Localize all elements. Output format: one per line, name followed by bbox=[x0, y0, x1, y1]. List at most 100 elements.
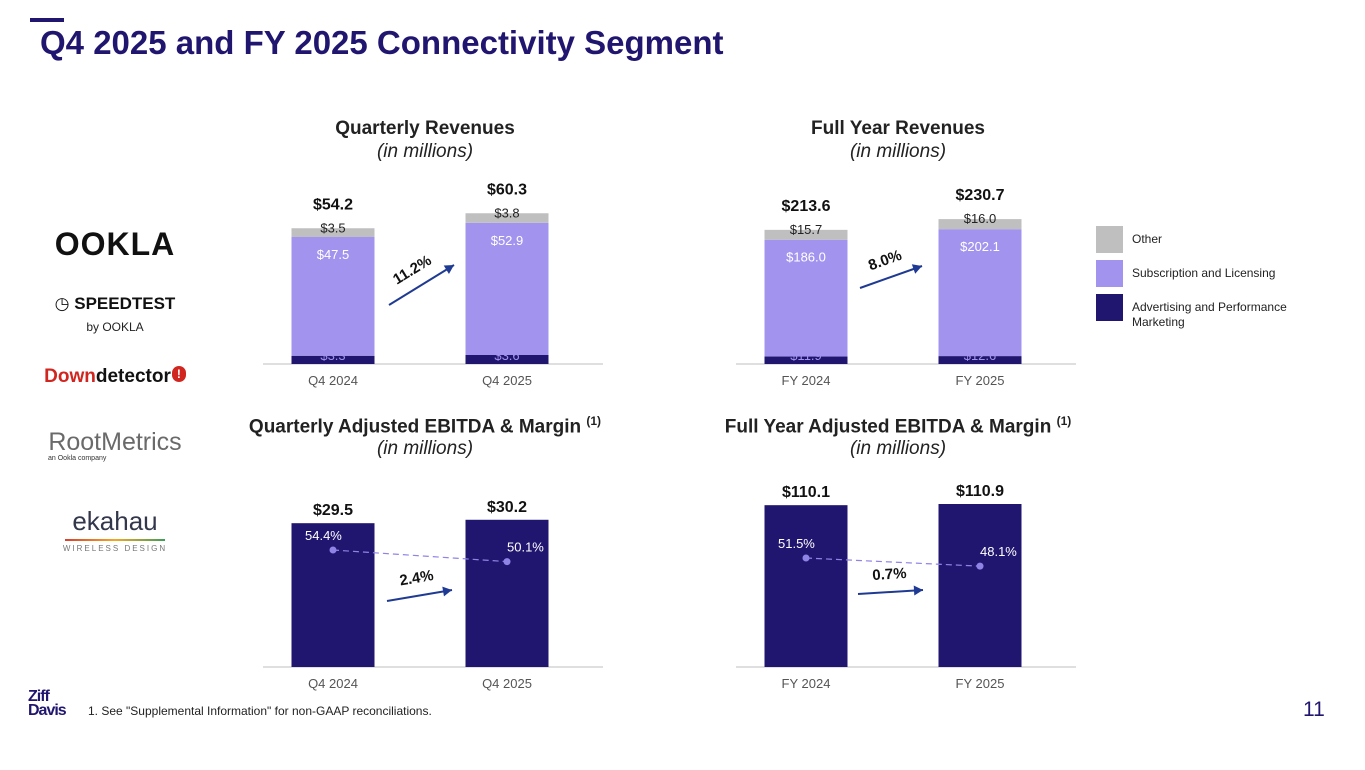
bar-segment-label: $16.0 bbox=[964, 211, 997, 226]
chart-subtitle: (in millions) bbox=[376, 141, 474, 162]
x-tick-label: Q4 2025 bbox=[482, 373, 532, 388]
margin-label: 51.5% bbox=[778, 536, 815, 551]
x-tick-label: FY 2024 bbox=[782, 676, 831, 691]
bar-value-label: $110.9 bbox=[956, 483, 1004, 500]
bar-segment bbox=[291, 237, 375, 356]
growth-arrow-head-icon bbox=[442, 586, 452, 597]
ebitda-bar bbox=[291, 523, 375, 667]
bar-value-label: $30.2 bbox=[487, 499, 527, 516]
legend-swatch bbox=[1096, 260, 1123, 287]
bar-total-label: $54.2 bbox=[313, 196, 353, 213]
ziff-davis-logo-line1: Ziff bbox=[28, 688, 50, 705]
full-year-ebitda-plot: $110.1 FY 2024 $110.9 FY 2025 51.5% 48.1% 0.7% bbox=[736, 483, 1076, 691]
legend-swatch bbox=[1096, 226, 1123, 253]
full-year-ebitda-chart: Full Year Adjusted EBITDA & Margin (1) (… bbox=[718, 412, 1078, 694]
full-year-revenues-plot: $11.9$186.0$15.7$213.6FY 2024$12.6$202.1… bbox=[736, 187, 1076, 388]
speedtest-logo-text: SPEEDTEST bbox=[74, 294, 176, 313]
chart-subtitle: (in millions) bbox=[849, 141, 947, 162]
ziff-davis-logo-line2: Davis bbox=[28, 702, 67, 719]
bar-segment bbox=[465, 222, 549, 355]
speedtest-logo: ◷ SPEEDTEST by OOKLA bbox=[30, 294, 200, 334]
margin-line bbox=[332, 549, 508, 563]
legend-label: Advertising and Performance Marketing bbox=[1132, 300, 1287, 329]
bar-segment bbox=[764, 239, 848, 357]
chart-title: Quarterly Adjusted EBITDA & Margin bbox=[248, 416, 582, 438]
legend-swatch bbox=[1096, 294, 1123, 321]
ekahau-logo-line bbox=[65, 539, 165, 541]
chart-title: Quarterly Revenues bbox=[335, 118, 515, 139]
growth-label: 0.7% bbox=[872, 565, 907, 584]
bar-segment bbox=[291, 228, 375, 237]
margin-label: 50.1% bbox=[507, 540, 544, 555]
downdetector-logo-text-a: Down bbox=[44, 366, 96, 387]
growth-arrow-head-icon bbox=[911, 264, 922, 274]
page-title: Q4 2025 and FY 2025 Connectivity Segment bbox=[40, 24, 724, 61]
growth-arrow-line bbox=[857, 589, 924, 595]
bar-segment-label: $202.1 bbox=[960, 239, 1000, 254]
downdetector-logo-text-b: detector bbox=[95, 366, 171, 387]
chart-title-wrap: Quarterly Adjusted EBITDA & Margin (1) bbox=[245, 414, 605, 438]
margin-point bbox=[976, 562, 984, 570]
ookla-logo: OOKLA bbox=[30, 226, 200, 263]
bar-segment bbox=[938, 356, 1022, 364]
bar-segment bbox=[938, 229, 1022, 357]
margin-label: 48.1% bbox=[980, 544, 1017, 559]
bar-segment bbox=[764, 229, 848, 240]
x-tick-label: Q4 2025 bbox=[482, 676, 532, 691]
footnote: 1. See "Supplemental Information" for no… bbox=[88, 704, 432, 718]
margin-label: 54.4% bbox=[305, 528, 342, 543]
bar-segment-label: $15.7 bbox=[790, 222, 823, 237]
downdetector-logo: Downdetector! bbox=[30, 366, 200, 388]
alert-icon: ! bbox=[171, 366, 186, 382]
quarterly-ebitda-plot: $29.5 Q4 2024 $30.2 Q4 2025 54.4% 50.1% 2.4% bbox=[263, 499, 603, 691]
title-accent-bar bbox=[30, 18, 64, 22]
x-tick-label: Q4 2024 bbox=[308, 373, 358, 388]
ekahau-logo: ekahau WIRELESS DESIGN bbox=[30, 506, 200, 553]
gauge-icon: ◷ bbox=[54, 294, 70, 313]
ebitda-bar bbox=[465, 519, 549, 667]
bar-segment bbox=[938, 219, 1022, 230]
bar-total-label: $60.3 bbox=[487, 181, 527, 198]
quarterly-revenues-chart: Quarterly Revenues (in millions) $3.3$47… bbox=[245, 114, 605, 394]
chart-title-wrap: Full Year Adjusted EBITDA & Margin (1) bbox=[718, 414, 1078, 438]
bar-segment-label: $52.9 bbox=[491, 233, 524, 248]
rootmetrics-logo-sub: an Ookla company bbox=[48, 455, 107, 462]
chart-title: Full Year Revenues bbox=[811, 118, 985, 139]
ookla-logo-text: OOKLA bbox=[54, 226, 176, 262]
margin-point bbox=[329, 546, 337, 554]
growth-arrow-line bbox=[859, 265, 923, 289]
ebitda-bar bbox=[764, 505, 848, 667]
chart-subtitle: (in millions) bbox=[849, 438, 947, 459]
chart-title-footnote: (1) bbox=[1056, 414, 1072, 428]
chart-title-footnote: (1) bbox=[586, 414, 602, 428]
bar-segment-label: $3.5 bbox=[320, 220, 345, 235]
rootmetrics-logo-text: RootMetrics bbox=[48, 428, 182, 456]
ekahau-logo-text: ekahau bbox=[72, 506, 158, 536]
bar-segment bbox=[291, 355, 375, 364]
growth-label: 8.0% bbox=[866, 247, 904, 274]
quarterly-revenues-plot: $3.3$47.5$3.5$54.2Q4 2024$3.6$52.9$3.8$6… bbox=[263, 181, 603, 388]
bar-segment bbox=[465, 355, 549, 364]
growth-label: 2.4% bbox=[398, 567, 435, 589]
x-tick-label: FY 2025 bbox=[956, 373, 1005, 388]
x-tick-label: Q4 2024 bbox=[308, 676, 358, 691]
chart-subtitle: (in millions) bbox=[376, 438, 474, 459]
rootmetrics-logo: RootMetrics an Ookla company bbox=[30, 428, 200, 462]
growth-arrow-line bbox=[388, 264, 455, 306]
bar-total-label: $230.7 bbox=[956, 187, 1005, 204]
margin-point bbox=[503, 558, 511, 566]
bar-segment-label: $47.5 bbox=[317, 247, 350, 262]
margin-point bbox=[802, 554, 810, 562]
growth-arrow-head-icon bbox=[443, 265, 454, 274]
ekahau-logo-sub: WIRELESS DESIGN bbox=[62, 544, 168, 553]
ebitda-bar bbox=[938, 504, 1022, 667]
speedtest-logo-sub: by OOKLA bbox=[86, 320, 144, 334]
growth-arrow-head-icon bbox=[913, 585, 923, 596]
x-tick-label: FY 2025 bbox=[956, 676, 1005, 691]
x-tick-label: FY 2024 bbox=[782, 373, 831, 388]
legend-label: Subscription and Licensing bbox=[1132, 266, 1276, 280]
margin-line bbox=[805, 557, 981, 567]
full-year-revenues-chart: Full Year Revenues (in millions) $11.9$1… bbox=[718, 114, 1078, 394]
ziff-davis-logo: Ziff Davis bbox=[28, 688, 67, 719]
bar-value-label: $110.1 bbox=[782, 484, 830, 501]
